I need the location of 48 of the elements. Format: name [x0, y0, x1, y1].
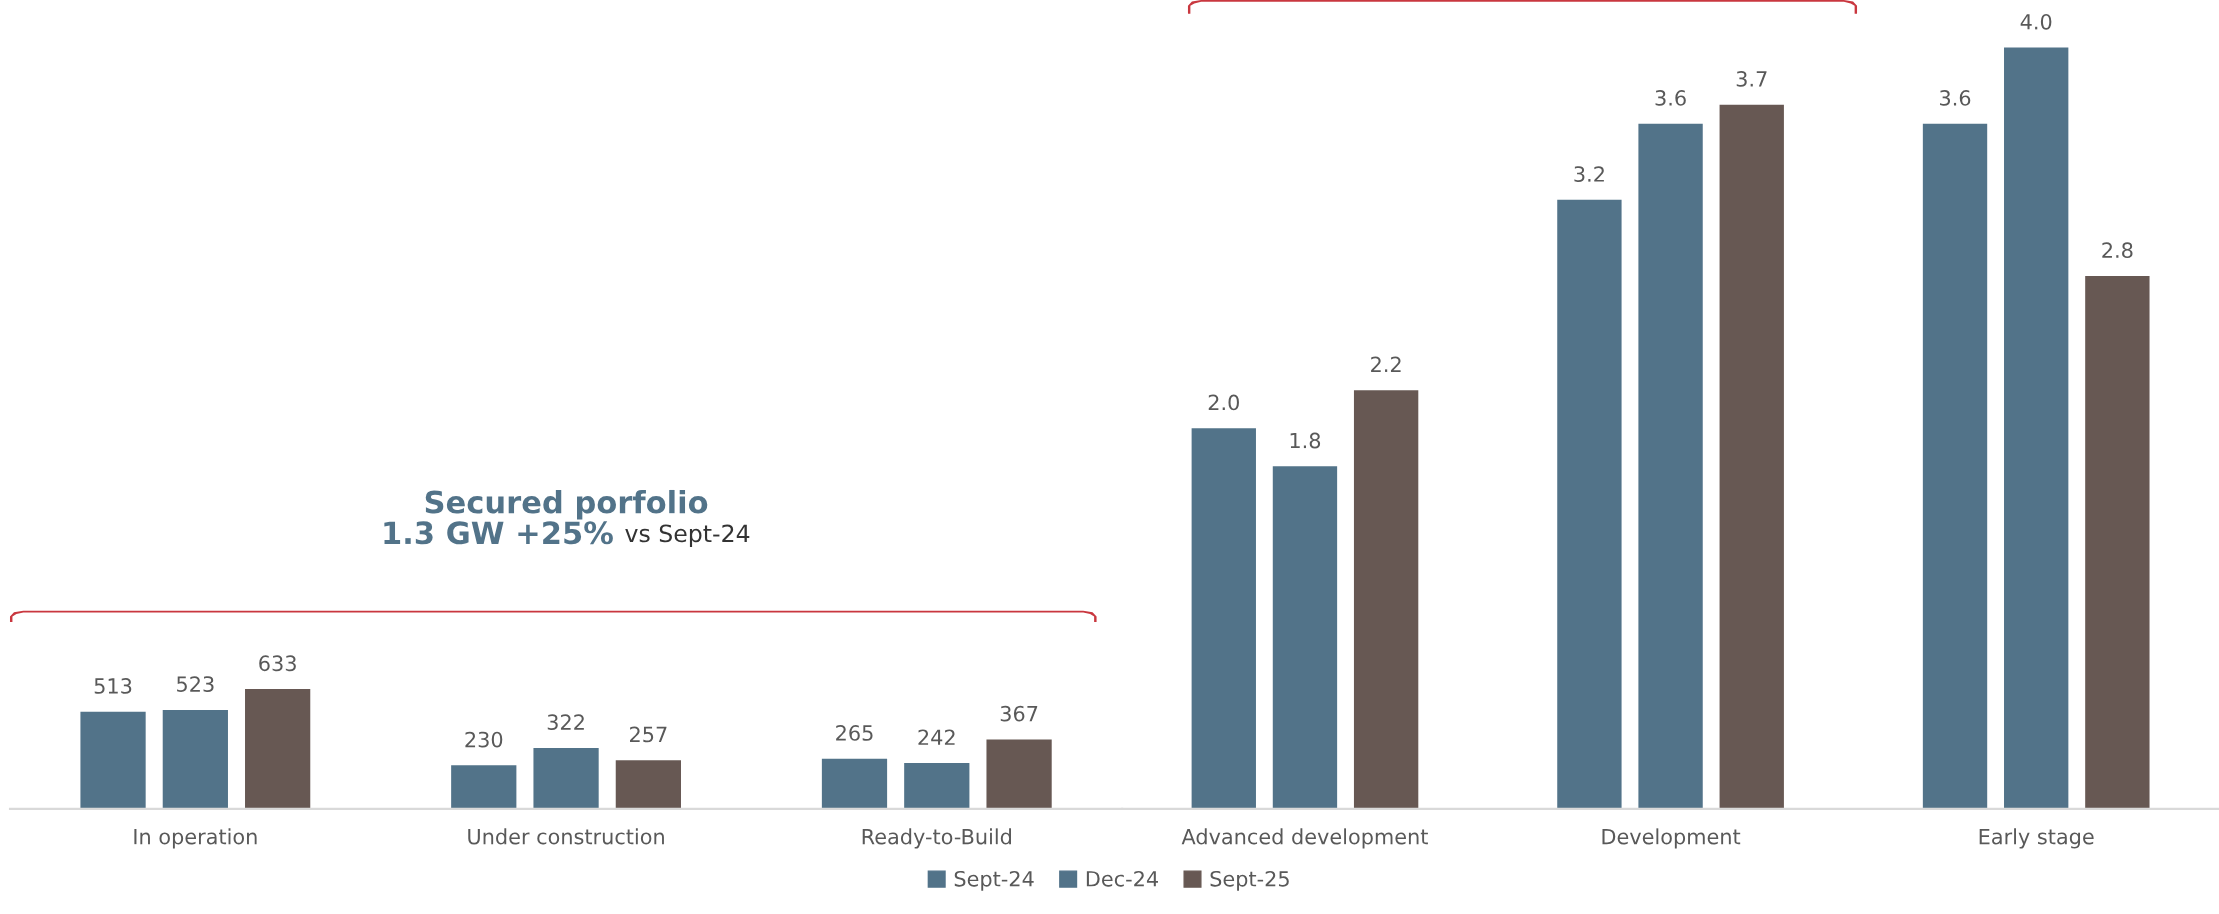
bar: [1922, 123, 1988, 809]
data-label: 2.8: [2102, 242, 2133, 259]
x-tick-label: Under construction: [468, 828, 664, 845]
x-tick-label: Ready-to-Build: [862, 828, 1011, 849]
data-label: 230: [465, 731, 503, 748]
data-label: 513: [94, 678, 132, 694]
data-label: 4.0: [2020, 13, 2052, 30]
data-label: 242: [918, 729, 955, 745]
bar: [1719, 104, 1784, 809]
bar: [986, 739, 1052, 809]
data-label: 2.2: [1371, 356, 1401, 372]
data-label: 3.7: [1736, 71, 1767, 87]
x-tick-label: Advanced development: [1181, 828, 1428, 849]
bar: [1272, 466, 1338, 809]
bar: [80, 711, 146, 809]
bar: [615, 760, 681, 809]
data-label: 265: [836, 725, 873, 741]
legend-label: Sept-24: [954, 870, 1034, 891]
x-tick-label: Development: [1602, 828, 1741, 849]
data-label: 523: [177, 676, 214, 692]
bar: [162, 709, 228, 809]
data-label: 257: [630, 726, 667, 743]
legend-label: Sept-25: [1210, 870, 1289, 891]
bar: [1191, 428, 1256, 809]
bar: [2085, 275, 2150, 809]
bar: [245, 689, 311, 809]
bar: [1557, 199, 1622, 809]
bar: [821, 758, 888, 809]
text: Secured porfolio: [425, 489, 708, 520]
legend-label: Dec-24: [1086, 870, 1158, 887]
x-tick-label: Early stage: [1979, 828, 2094, 849]
bar: [1353, 390, 1419, 809]
bar: [533, 747, 599, 809]
data-label: 3.2: [1574, 166, 1604, 182]
data-label: 3.6: [1655, 90, 1686, 106]
data-label: 1.8: [1290, 432, 1321, 449]
data-label: 3.6: [1940, 90, 1971, 106]
bar: [451, 765, 517, 809]
bar: [904, 763, 970, 809]
text: 1.3 GW +25%: [384, 521, 613, 545]
text: vs Sept-24: [625, 524, 750, 547]
data-label: 2.0: [1208, 394, 1239, 411]
data-label: 633: [259, 655, 296, 672]
data-label: 322: [547, 714, 584, 731]
x-tick-label: In operation: [134, 828, 257, 849]
bar: [2004, 47, 2069, 809]
bar: [1638, 123, 1703, 809]
data-label: 367: [1000, 705, 1038, 722]
